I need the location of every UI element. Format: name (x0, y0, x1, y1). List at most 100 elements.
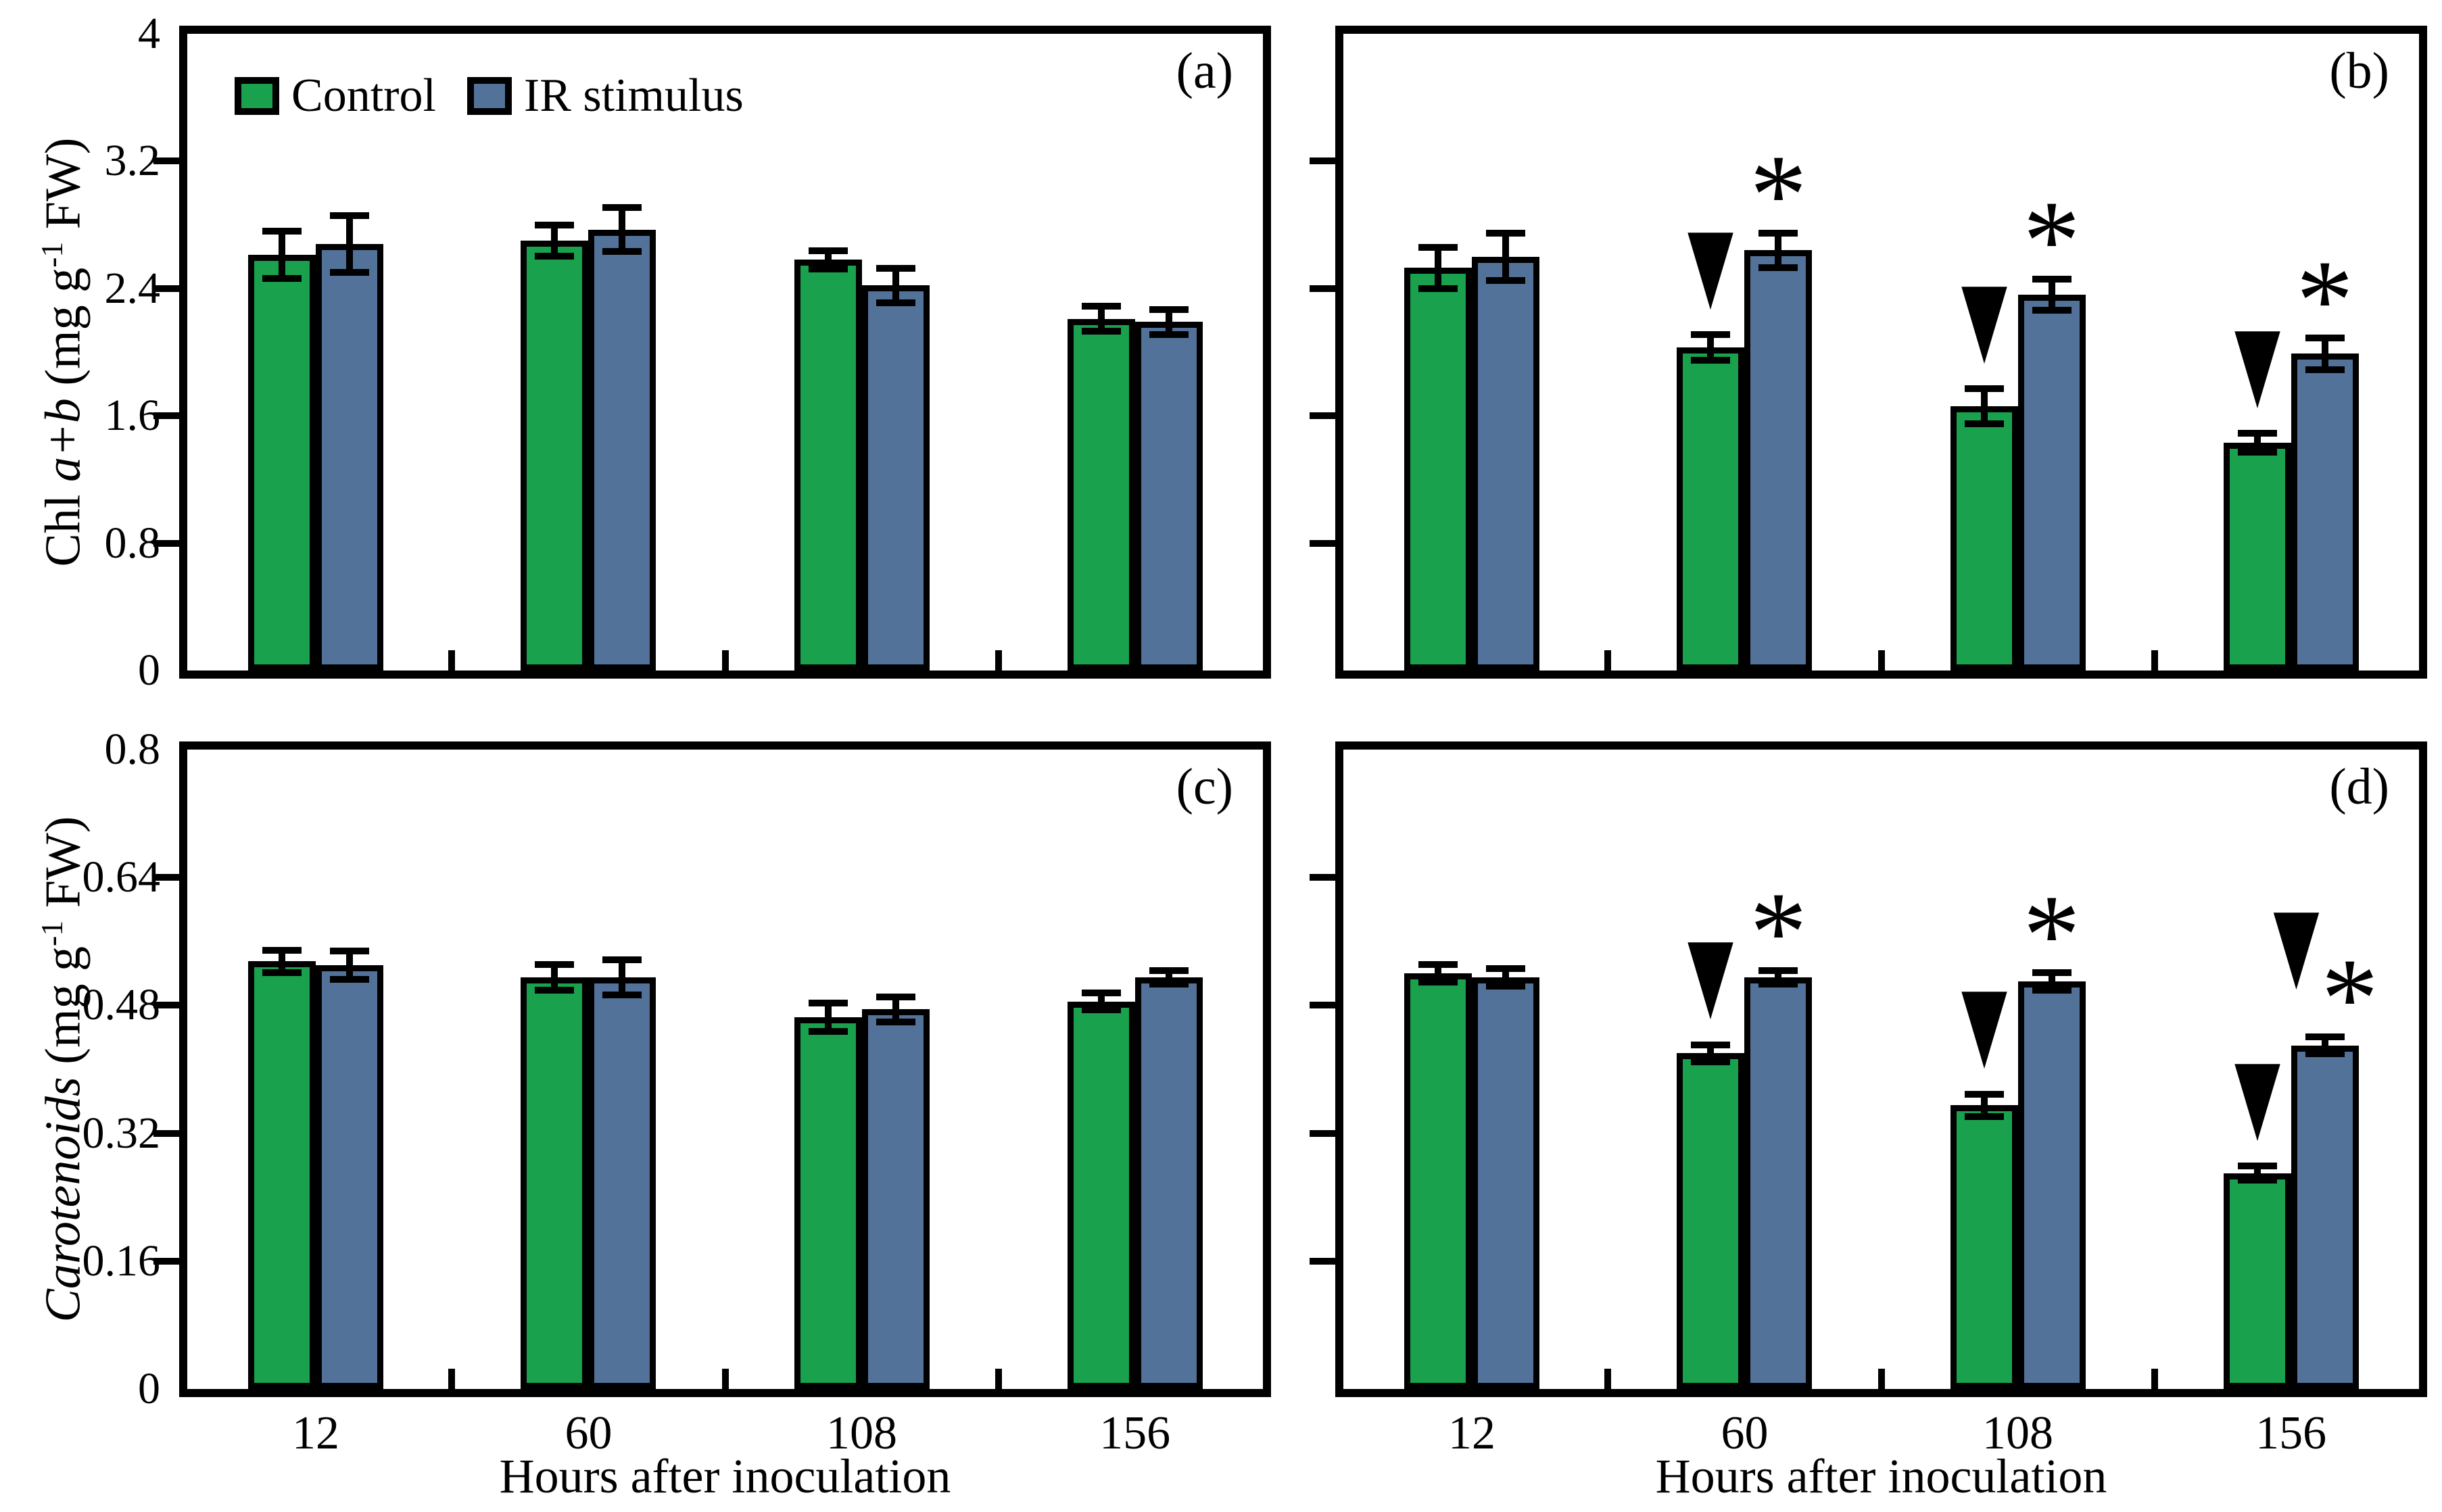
bar-control-156h (1067, 1001, 1135, 1389)
asterisk-icon: * (2296, 236, 2354, 364)
bar-group-60h: ▼ * (1677, 750, 1813, 1389)
x-boundary-tick (721, 650, 729, 670)
asterisk-icon: * (1749, 131, 1807, 259)
bar-group-108h: ▼ * (1950, 34, 2086, 670)
panel-b-letter: (b) (2329, 43, 2389, 99)
x-tick-label: 60 (1721, 1407, 1769, 1459)
bar-ir-stimulus-12h (315, 965, 383, 1389)
x-tick-label: 12 (291, 1407, 339, 1459)
x-boundary-tick (995, 1369, 1002, 1389)
x-boundary-tick (995, 650, 1002, 670)
legend: Control IR stimulus (235, 69, 744, 123)
error-bar-ir-stimulus-108h (892, 993, 899, 1025)
error-bar-ir-stimulus-108h (2048, 275, 2055, 314)
error-bar-control-156h (1097, 989, 1105, 1014)
error-bar-ir-stimulus-156h (1165, 306, 1172, 338)
bar-group-156h: ▼ * (2223, 34, 2359, 670)
x-boundary-tick (721, 1369, 729, 1389)
down-triangle-icon: ▼ (1687, 203, 1734, 322)
error-bar-ir-stimulus-12h (1502, 965, 1509, 990)
y-axis-tick (153, 157, 179, 165)
error-bar-ir-stimulus-12h (1502, 229, 1509, 284)
y-axis-tick (153, 539, 179, 547)
significance-marker-ir-stimulus-60h: * (1749, 131, 1807, 259)
bar-control-60h (1677, 1053, 1745, 1389)
significance-marker-control-108h: ▼ (1959, 972, 2009, 1072)
x-tick-label: 156 (1099, 1407, 1171, 1459)
y-tick-label: 0.16 (82, 1236, 161, 1286)
bar-control-108h (1950, 406, 2018, 670)
ir-stimulus-swatch-icon (466, 77, 512, 115)
y-tick-label: 1.6 (104, 391, 161, 441)
down-triangle-icon: ▼ (1687, 913, 1734, 1031)
down-triangle-icon: ▼ (1961, 963, 2007, 1081)
bar-group-60h: ▼ * (1677, 34, 1813, 670)
bar-group-156h (1067, 34, 1203, 670)
y-axis-tick (153, 1002, 179, 1009)
legend-item-ir-stimulus: IR stimulus (466, 69, 744, 123)
error-bar-ir-stimulus-156h (2321, 335, 2328, 373)
y-tick-label: 0.64 (82, 852, 161, 902)
y-axis-tick (1310, 539, 1335, 547)
x-axis-title-left: Hours after inoculation (499, 1449, 951, 1503)
y-axis-tick (1310, 157, 1335, 165)
y-axis-tick (153, 412, 179, 420)
significance-marker-control-156h: ▼ (2232, 311, 2282, 411)
y-tick-label: 0.8 (104, 518, 161, 568)
error-bar-control-108h (1980, 385, 1988, 427)
y-axis-tick (1310, 1257, 1335, 1265)
legend-label-ir-stimulus: IR stimulus (523, 70, 744, 122)
y-tick-label: 0.8 (104, 725, 161, 774)
y-axis-title-chl-superscript: -1 (34, 241, 69, 268)
bar-ir-stimulus-108h (2017, 981, 2086, 1389)
y-axis-tick (153, 285, 179, 292)
y-axis-title-chl: Chl a+b (mg g-1 FW) (34, 138, 93, 567)
y-axis-tick (153, 1129, 179, 1137)
bar-group-12h (1404, 34, 1539, 670)
asterisk-icon: * (2321, 935, 2379, 1063)
error-bar-ir-stimulus-156h (2321, 1033, 2328, 1058)
error-bar-control-108h (824, 1000, 832, 1035)
error-bar-ir-stimulus-60h (619, 204, 626, 255)
bar-ir-stimulus-156h (2291, 1045, 2359, 1389)
x-boundary-tick (1877, 650, 1885, 670)
error-bar-control-108h (824, 247, 832, 273)
panel-a-letter: (a) (1176, 43, 1233, 99)
x-axis-title-right: Hours after inoculation (1655, 1449, 2107, 1503)
bar-control-12h (1404, 973, 1472, 1389)
bar-group-60h (521, 34, 656, 670)
error-bar-control-156h (2253, 430, 2261, 456)
bar-group-108h (794, 34, 930, 670)
panel-c: (c) Hours after inoculation 0 0.16 0.32 0.4… (82, 725, 1271, 1503)
x-boundary-tick (1604, 1369, 1612, 1389)
bar-control-12h (247, 255, 316, 670)
bar-ir-stimulus-12h (1471, 977, 1539, 1389)
bar-ir-stimulus-12h (1471, 256, 1539, 670)
y-axis-title-chl-prefix: Chl (35, 482, 91, 567)
x-tick-label: 156 (2255, 1407, 2327, 1459)
error-bar-control-156h (1097, 303, 1105, 335)
bar-control-108h (1950, 1105, 2018, 1389)
down-triangle-icon: ▼ (1961, 258, 2007, 376)
y-axis-tick (1310, 285, 1335, 292)
bar-group-12h (1404, 750, 1539, 1389)
y-axis-title-chl-italic: a+b (35, 398, 91, 483)
panel-c-letter: (c) (1176, 758, 1233, 815)
bar-control-156h (2223, 1173, 2291, 1389)
asterisk-icon: * (1749, 869, 1807, 996)
y-tick-label: 0 (138, 1364, 160, 1413)
error-bar-ir-stimulus-60h (619, 956, 626, 998)
panel-b: (b) ▼ * ▼ * ▼ * (1310, 26, 2427, 679)
down-triangle-icon: ▼ (2273, 883, 2320, 1002)
x-tick-label: 108 (1982, 1407, 2054, 1459)
error-bar-ir-stimulus-12h (345, 948, 353, 983)
bar-ir-stimulus-108h (2017, 295, 2086, 670)
panel-a: (a) Control IR stimulus 0 0.8 1.6 2.4 3.2 4 (105, 9, 1271, 695)
y-tick-label: 2.4 (104, 263, 161, 313)
y-axis-title-chl-unit-post: FW) (35, 137, 91, 242)
bar-control-12h (1404, 268, 1472, 670)
error-bar-ir-stimulus-60h (1775, 229, 1782, 271)
bar-ir-stimulus-60h (1744, 977, 1813, 1389)
y-axis-tick (1310, 1002, 1335, 1009)
x-boundary-tick (1877, 1369, 1885, 1389)
